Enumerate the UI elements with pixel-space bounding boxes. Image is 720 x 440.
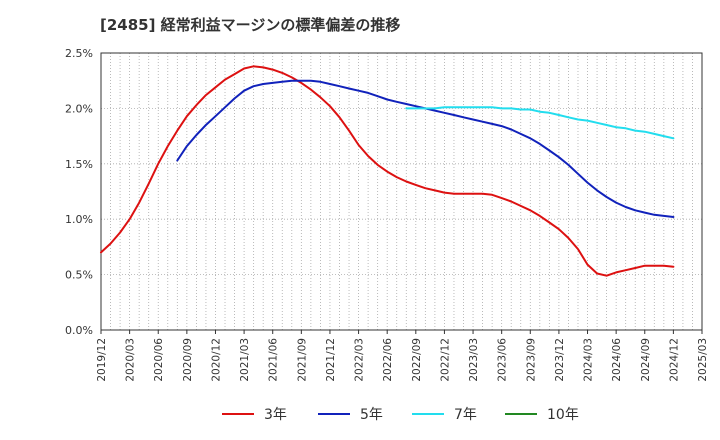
x-tick-label: 2022/03 bbox=[354, 338, 366, 382]
x-tick-label: 2024/12 bbox=[668, 338, 680, 382]
x-tick-label: 2021/12 bbox=[325, 338, 337, 382]
y-tick-label: 2.0% bbox=[65, 102, 93, 115]
x-tick-label: 2023/03 bbox=[468, 338, 480, 382]
x-tick-label: 2021/06 bbox=[268, 338, 280, 382]
y-tick-label: 0.5% bbox=[65, 269, 93, 282]
legend-label-3年: 3年 bbox=[264, 407, 287, 423]
legend-label-5年: 5年 bbox=[360, 407, 383, 423]
x-tick-label: 2024/03 bbox=[583, 338, 595, 382]
x-tick-label: 2019/12 bbox=[96, 338, 108, 382]
x-tick-label: 2023/12 bbox=[554, 338, 566, 382]
x-tick-label: 2020/09 bbox=[182, 338, 194, 382]
x-tick-label: 2021/09 bbox=[296, 338, 308, 382]
legend: 3年 5年 7年 10年 bbox=[222, 407, 579, 423]
legend-label-10年: 10年 bbox=[547, 407, 579, 423]
x-tick-label: 2022/09 bbox=[411, 338, 423, 382]
x-tick-label: 2020/12 bbox=[210, 338, 222, 382]
chart-title: [2485] 経常利益マージンの標準偏差の推移 bbox=[100, 16, 401, 34]
x-tick-label: 2020/06 bbox=[153, 338, 165, 382]
x-tick-label: 2022/06 bbox=[382, 338, 394, 382]
x-tick-label: 2024/06 bbox=[611, 338, 623, 382]
y-tick-label: 1.5% bbox=[65, 158, 93, 171]
axes: 0.0% 0.5% 1.0% 1.5% 2.0% 2.5% 2019/12 2020/03 20… bbox=[65, 47, 709, 382]
y-tick-label: 1.0% bbox=[65, 213, 93, 226]
y-tick-label: 0.0% bbox=[65, 324, 93, 337]
grid bbox=[100, 52, 703, 331]
series-lines bbox=[100, 65, 675, 277]
x-tick-label: 2023/06 bbox=[497, 338, 509, 382]
series-line-7年 bbox=[405, 106, 675, 140]
x-tick-label: 2024/09 bbox=[640, 338, 652, 382]
x-tick-label: 2025/03 bbox=[697, 338, 709, 382]
x-tick-label: 2021/03 bbox=[239, 338, 251, 382]
x-tick-label: 2020/03 bbox=[125, 338, 137, 382]
plot-frame bbox=[100, 52, 703, 331]
x-tick-label: 2022/12 bbox=[439, 338, 451, 382]
legend-label-7年: 7年 bbox=[454, 407, 477, 423]
x-tick-label: 2023/09 bbox=[525, 338, 537, 382]
y-tick-label: 2.5% bbox=[65, 47, 93, 60]
series-line-3年 bbox=[100, 65, 675, 277]
